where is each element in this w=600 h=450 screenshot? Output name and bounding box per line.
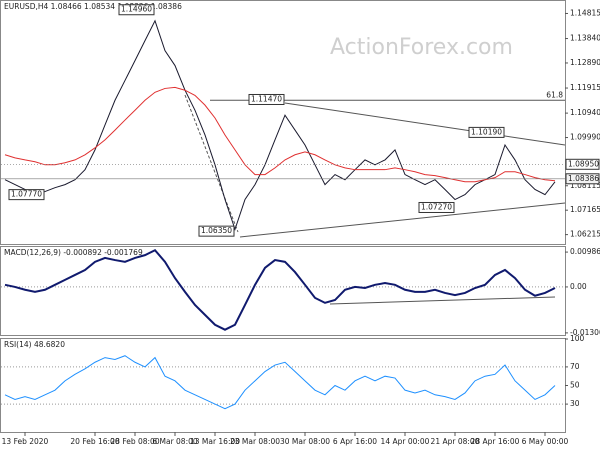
price-mark-box <box>565 158 600 170</box>
x-tick-label: 23 Mar 08:00 <box>230 437 280 446</box>
y-tick-label: -0.013002 <box>570 328 600 337</box>
price-label-box <box>8 189 45 201</box>
y-tick-label: 30 <box>570 399 580 408</box>
fib-label: 61.8 <box>546 90 563 99</box>
price-label-box <box>418 201 455 213</box>
y-tick-label: 1.13840 <box>570 34 600 43</box>
price-label: 1.11470 <box>251 94 282 103</box>
price-panel <box>0 0 566 245</box>
watermark: ActionForex.com <box>330 35 513 60</box>
price-label: 1.07770 <box>11 190 42 199</box>
x-tick-label: 6 May 00:00 <box>522 437 569 446</box>
x-tick-label: 20 Feb 16:00 <box>70 437 119 446</box>
price-label-box <box>198 225 235 237</box>
y-tick-label: 50 <box>570 381 580 390</box>
trendlines <box>184 94 566 305</box>
panel-title: RSI(14) 48.6820 <box>4 340 65 349</box>
x-tick-label: 30 Mar 08:00 <box>280 437 330 446</box>
series-line <box>4 86 556 183</box>
y-tick-label: 1.14815 <box>570 8 600 17</box>
y-tick-label: 100 <box>570 334 585 343</box>
series-line <box>4 355 556 410</box>
macd-panel <box>0 246 566 336</box>
y-tick-label: 1.12890 <box>570 58 600 67</box>
y-tick-label: 0.009862 <box>570 247 600 256</box>
chart-title: EURUSD,H4 1.08466 1.08534 1.08326 1.0838… <box>4 2 182 11</box>
x-tick-label: 28 Feb 08:00 <box>110 437 159 446</box>
trendline <box>184 94 239 233</box>
y-tick-label: 70 <box>570 362 580 371</box>
price-mark-label: 1.08950 <box>568 159 599 168</box>
panel-title: MACD(12,26,9) -0.000892 -0.001769 <box>4 248 143 257</box>
x-tick-label: 13 Mar 16:00 <box>190 437 240 446</box>
x-tick-label: 6 Apr 16:00 <box>333 437 377 446</box>
x-tick-label: 14 Apr 00:00 <box>381 437 430 446</box>
trendline <box>329 296 556 305</box>
price-label-box <box>248 93 285 105</box>
price-label: 1.10190 <box>471 127 502 136</box>
trendline <box>284 102 566 146</box>
price-mark-label: 1.08386 <box>568 174 599 183</box>
y-tick-label: 1.06215 <box>570 230 600 239</box>
y-tick-label: 1.10940 <box>570 108 600 117</box>
price-label: 1.06350 <box>201 226 232 235</box>
price-label-box <box>468 126 505 138</box>
y-tick-label: 1.09990 <box>570 133 600 142</box>
trendline <box>239 202 566 238</box>
x-tick-label: 28 Apr 16:00 <box>471 437 520 446</box>
x-tick-label: 13 Feb 2020 <box>2 437 49 446</box>
price-label: 1.14960 <box>121 5 152 14</box>
y-tick-label: 0.00 <box>570 282 587 291</box>
y-tick-label: 1.07165 <box>570 205 600 214</box>
price-mark-box <box>565 173 600 185</box>
y-tick-label: 1.11915 <box>570 83 600 92</box>
series-line <box>4 19 556 231</box>
price-label: 1.07270 <box>421 202 452 211</box>
series-line <box>4 248 556 331</box>
price-label-box <box>118 4 155 16</box>
y-tick-label: 1.08115 <box>570 181 600 190</box>
x-tick-label: 6 Mar 08:00 <box>152 437 198 446</box>
x-tick-label: 21 Apr 08:00 <box>431 437 480 446</box>
